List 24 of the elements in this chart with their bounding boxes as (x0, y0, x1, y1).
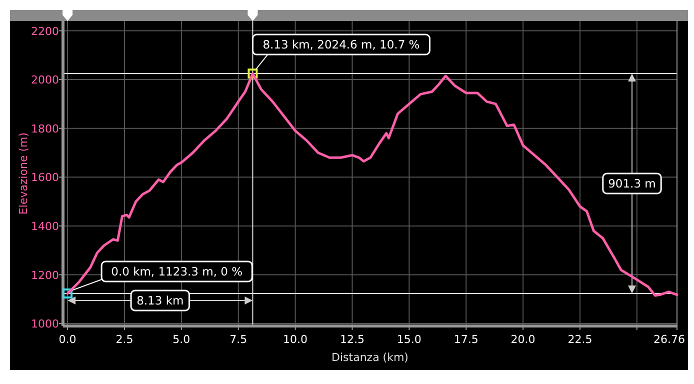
annotation: 8.13 km (136, 293, 184, 308)
x-tick-label: 26.76 (654, 333, 685, 346)
y-tick-label: 2200 (31, 24, 59, 38)
x-tick-label: 5.0 (172, 333, 190, 346)
x-tick-label: 22.5 (568, 333, 592, 346)
y-tick-label: 1600 (31, 171, 59, 184)
x-tick-label: 0.0 (58, 333, 76, 346)
x-tick-label: 20.0 (510, 333, 536, 346)
x-tick-label: 10.0 (283, 333, 308, 346)
y-tick-label: 2000 (31, 74, 59, 87)
y-tick-label: 1000 (31, 318, 59, 331)
x-tick-label: 2.5 (116, 333, 134, 346)
y-axis-title: Elevazione (m) (17, 132, 30, 215)
x-tick-label: 7.5 (230, 333, 248, 346)
annotation: 0.0 km, 1123.3 m, 0 % (111, 264, 243, 278)
x-tick-label: 15.0 (396, 333, 422, 346)
x-axis-title: Distanza (km) (332, 351, 408, 364)
annotation: 8.13 km, 2024.6 m, 10.7 % (262, 38, 420, 52)
annotation: 901.3 m (608, 176, 656, 191)
y-tick-label: 1400 (31, 220, 59, 233)
x-tick-label: 17.5 (454, 333, 478, 346)
y-tick-label: 1800 (31, 122, 59, 136)
x-tick-label: 12.5 (340, 333, 364, 346)
y-tick-label: 1200 (31, 268, 59, 282)
